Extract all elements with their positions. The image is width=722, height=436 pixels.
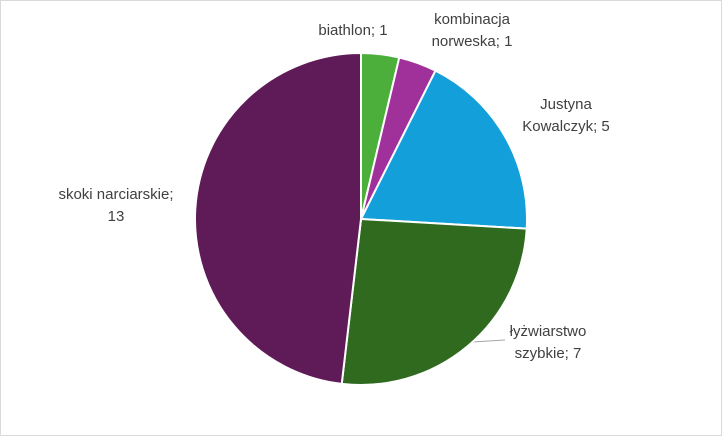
data-label: łyżwiarstwo: [510, 323, 587, 340]
data-label: szybkie; 7: [515, 345, 582, 362]
data-label: biathlon; 1: [318, 22, 387, 39]
data-label: skoki narciarskie;: [58, 186, 173, 203]
data-label: Kowalczyk; 5: [522, 118, 610, 135]
pie-slice: [194, 51, 362, 385]
data-label: 13: [108, 208, 125, 225]
pie-slice: [340, 217, 528, 386]
data-label: Justyna: [540, 96, 592, 113]
pie-slice: [359, 69, 528, 230]
data-label: norweska; 1: [432, 33, 513, 50]
data-label: kombinacja: [434, 11, 511, 28]
